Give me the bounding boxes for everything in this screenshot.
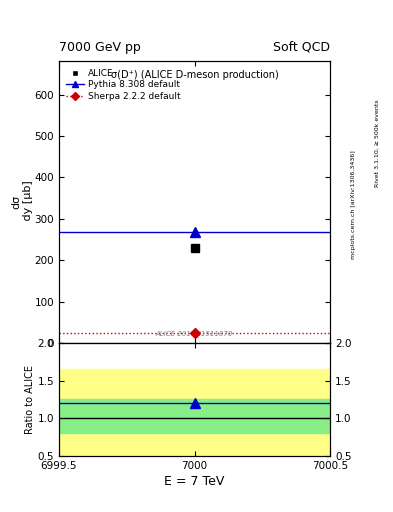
Bar (59, 399, 330, 433)
Text: Soft QCD: Soft QCD (273, 41, 330, 54)
Y-axis label: Ratio to ALICE: Ratio to ALICE (25, 365, 35, 434)
Text: 7000 GeV pp: 7000 GeV pp (59, 41, 141, 54)
Text: Rivet 3.1.10, ≥ 500k events: Rivet 3.1.10, ≥ 500k events (375, 99, 380, 187)
Text: σ(D⁺) (ALICE D-meson production): σ(D⁺) (ALICE D-meson production) (111, 70, 278, 80)
Legend: ALICE, Pythia 8.308 default, Sherpa 2.2.2 default: ALICE, Pythia 8.308 default, Sherpa 2.2.… (63, 66, 183, 104)
Bar (59, 369, 330, 459)
Text: ALICE 2017_I1511870: ALICE 2017_I1511870 (156, 331, 233, 337)
X-axis label: E = 7 TeV: E = 7 TeV (164, 475, 225, 488)
Y-axis label: dσ
 dy [μb]: dσ dy [μb] (11, 180, 33, 224)
Text: mcplots.cern.ch [arXiv:1306.3436]: mcplots.cern.ch [arXiv:1306.3436] (351, 151, 356, 259)
